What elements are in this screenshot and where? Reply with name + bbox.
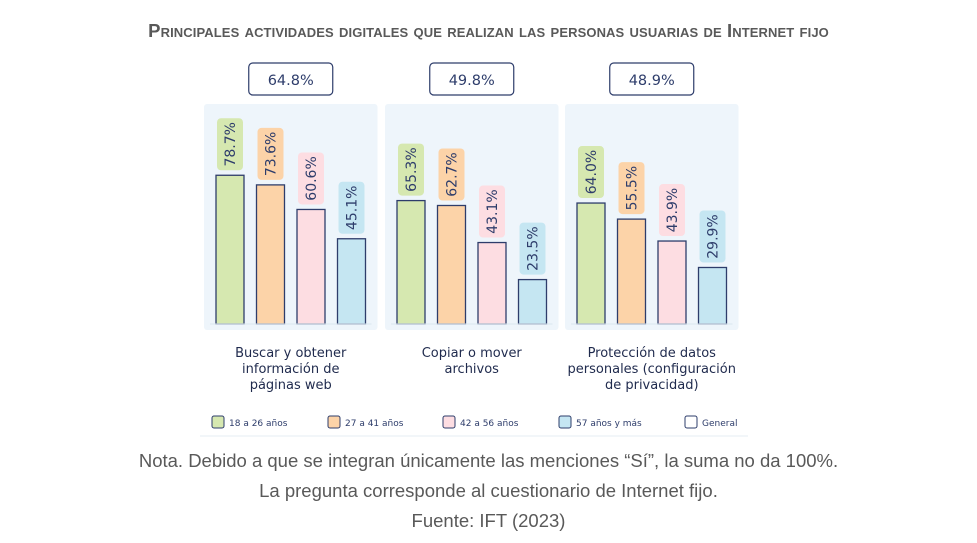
legend-label: 18 a 26 años	[229, 419, 288, 429]
bar-label-box	[699, 210, 726, 263]
group-background	[565, 104, 739, 330]
bar	[657, 240, 687, 325]
data-label: 23.5%	[526, 226, 542, 270]
data-label: 64.0%	[584, 150, 600, 194]
bar-label-box	[217, 118, 243, 171]
data-label: 73.6%	[264, 132, 280, 176]
bar-label-box	[398, 143, 424, 196]
group-background	[385, 104, 559, 330]
bar	[576, 202, 606, 325]
category-label: información de	[242, 362, 339, 377]
data-label: 43.9%	[665, 188, 681, 232]
legend-label: 42 a 56 años	[460, 419, 519, 429]
bar-label-box	[618, 162, 645, 215]
bar-label-box	[578, 146, 604, 199]
data-label: 78.7%	[223, 122, 239, 166]
bar-label-box	[298, 152, 324, 205]
bar	[616, 218, 647, 325]
legend-label: General	[702, 419, 737, 429]
bar	[296, 208, 326, 325]
data-label: 62.7%	[445, 152, 461, 196]
bar	[697, 266, 728, 325]
category-label: archivos	[445, 362, 500, 377]
chart-title: Principales actividades digitales que re…	[148, 20, 829, 41]
category-label: páginas web	[250, 378, 332, 393]
category-label: personales (configuración	[568, 362, 736, 377]
bar-label-box	[438, 148, 465, 201]
general-value-label: 48.9%	[629, 73, 675, 89]
category-label: Buscar y obtener	[235, 346, 347, 361]
category-label: de privacidad)	[605, 378, 699, 393]
data-label: 60.6%	[304, 156, 320, 200]
bar	[336, 238, 367, 325]
data-label: 29.9%	[706, 214, 722, 258]
bar-label-box	[257, 127, 284, 180]
data-label: 55.5%	[625, 166, 641, 210]
bar-label-box	[519, 222, 546, 275]
data-label: 43.1%	[485, 189, 501, 233]
legend-label: 27 a 41 años	[345, 419, 404, 429]
legend-swatch	[442, 415, 456, 429]
bar-label-box	[338, 181, 365, 234]
bar	[396, 199, 426, 325]
general-value-box	[609, 62, 695, 96]
general-value-label: 49.8%	[449, 73, 495, 89]
legend-swatch	[558, 415, 572, 429]
general-value-label: 64.8%	[268, 73, 314, 89]
legend-swatch	[684, 415, 698, 429]
data-label: 45.1%	[345, 186, 361, 230]
note-line-2: La pregunta corresponde al cuestionario …	[259, 480, 718, 501]
general-value-box	[248, 62, 334, 96]
category-label: Copiar o mover	[422, 346, 523, 361]
bar	[215, 174, 245, 325]
legend-label: 57 años y más	[576, 419, 642, 429]
bar-label-box	[479, 185, 505, 238]
legend-swatch	[211, 415, 225, 429]
group-background	[204, 104, 378, 330]
bar-label-box	[659, 184, 685, 237]
bar	[517, 278, 548, 325]
general-value-box	[429, 62, 515, 96]
source-line: Fuente: IFT (2023)	[411, 510, 566, 531]
bar	[255, 184, 286, 325]
data-label: 65.3%	[404, 147, 420, 191]
category-label: Protección de datos	[588, 346, 717, 361]
bar	[436, 204, 467, 325]
note-line-1: Nota. Debido a que se integran únicament…	[138, 450, 839, 471]
bar	[477, 241, 507, 325]
legend-swatch	[327, 415, 341, 429]
